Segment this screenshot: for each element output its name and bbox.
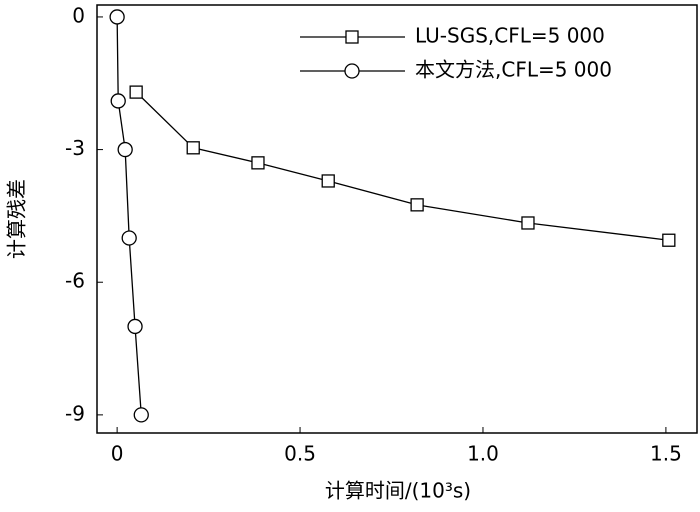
- x-axis-label: 计算时间/(10³s): [325, 479, 471, 503]
- square-marker: [662, 233, 676, 247]
- legend-marker: [344, 63, 360, 79]
- circle-marker: [133, 407, 149, 423]
- circle-marker: [127, 318, 143, 335]
- legend-marker: [345, 30, 359, 44]
- circle-marker: [109, 9, 125, 25]
- plot-frame: [96, 4, 698, 434]
- circle-marker: [121, 230, 137, 246]
- y-tick-label: -9: [65, 401, 85, 425]
- y-axis-label: 计算残差: [5, 179, 29, 259]
- square-marker: [251, 156, 265, 170]
- square-marker: [410, 198, 424, 212]
- y-tick-label: -3: [65, 136, 85, 160]
- series-line: [135, 91, 669, 241]
- circle-marker: [117, 141, 133, 158]
- x-tick-label: 0: [111, 442, 124, 466]
- x-tick-label: 1.0: [467, 442, 499, 466]
- y-tick-label: 0: [72, 3, 85, 27]
- circle-marker: [110, 93, 126, 109]
- square-marker: [186, 141, 200, 155]
- y-tick-label: -6: [65, 269, 85, 293]
- square-marker: [521, 216, 535, 230]
- x-tick-label: 1.5: [650, 442, 682, 466]
- square-marker: [129, 85, 143, 99]
- legend-label: LU-SGS,CFL=5 000: [415, 24, 605, 48]
- series-line: [116, 16, 142, 415]
- x-tick-label: 0.5: [284, 442, 316, 466]
- legend-label: 本文方法,CFL=5 000: [415, 58, 612, 82]
- square-marker: [321, 174, 335, 188]
